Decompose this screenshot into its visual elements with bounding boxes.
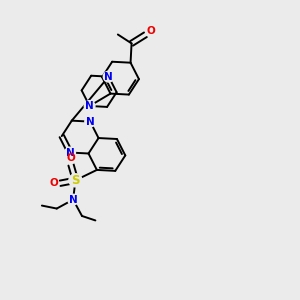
Circle shape — [69, 174, 82, 187]
Circle shape — [84, 100, 95, 111]
Circle shape — [146, 26, 156, 37]
Text: O: O — [147, 26, 155, 36]
Text: N: N — [69, 195, 77, 205]
Text: N: N — [66, 148, 74, 158]
Circle shape — [85, 116, 95, 127]
Text: N: N — [104, 72, 113, 82]
Circle shape — [68, 194, 78, 205]
Circle shape — [103, 71, 114, 82]
Text: O: O — [49, 178, 58, 188]
Circle shape — [66, 153, 76, 164]
Text: N: N — [85, 101, 94, 111]
Text: S: S — [71, 174, 80, 187]
Text: O: O — [67, 153, 75, 163]
Circle shape — [65, 147, 75, 158]
Circle shape — [48, 178, 59, 189]
Text: N: N — [86, 117, 94, 127]
